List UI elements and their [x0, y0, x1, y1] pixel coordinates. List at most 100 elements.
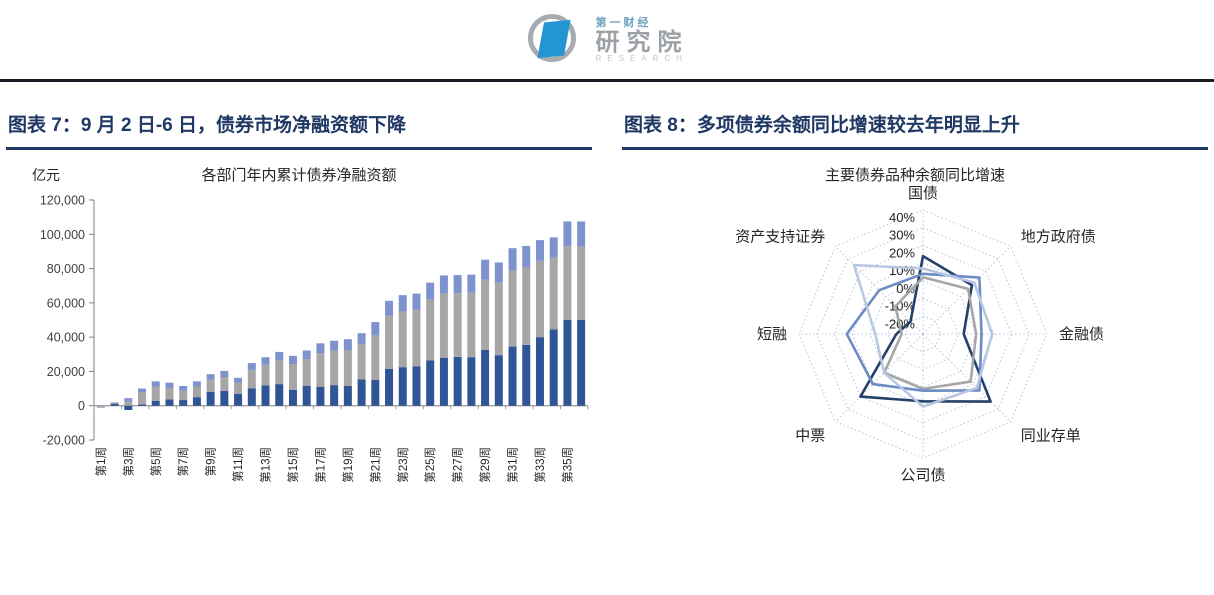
figure-7: 图表 7：9 月 2 日-6 日，债券市场净融资额下降 亿元 各部门年内累计债券…	[6, 108, 592, 496]
bar-segment	[371, 380, 380, 406]
y-axis-tick-label: 120,000	[40, 194, 85, 208]
bar-segment	[343, 339, 352, 350]
bar-segment	[179, 400, 188, 406]
figure-7-title: 图表 7：9 月 2 日-6 日，债券市场净融资额下降	[8, 115, 406, 136]
brand-sub-text: RESEARCH	[595, 54, 688, 64]
bar-segment	[138, 392, 147, 405]
bar-segment	[563, 246, 572, 320]
radar-category-label: 同业存单	[1021, 428, 1081, 445]
header-divider	[0, 79, 1214, 82]
bar-segment	[508, 248, 517, 271]
bar-segment	[206, 379, 215, 392]
bar-segment	[247, 388, 256, 406]
bar-segment	[261, 364, 270, 386]
figure-7-title-underline	[6, 147, 592, 150]
bar-segment	[110, 402, 119, 404]
bar-segment	[371, 322, 380, 336]
bar-segment	[357, 333, 366, 345]
bar-segment	[549, 329, 558, 406]
radar-category-label: 地方政府债	[1021, 228, 1096, 245]
radar-chart: 主要债券品种余额同比增速 40% 30% 20% 10% 0% -10% -20% 国债 地方政…	[622, 156, 1208, 496]
logo-circle-icon	[527, 14, 576, 62]
bar-segment	[288, 389, 297, 406]
bar-segment	[330, 350, 339, 386]
bar-segment	[508, 270, 517, 347]
figure-8-title-underline	[622, 147, 1208, 150]
radar-chart-title: 主要债券品种余额同比增速	[824, 167, 1005, 184]
radar-ring-label: 40%	[889, 210, 915, 225]
bar-segment	[165, 387, 174, 400]
y-axis-tick-label: 80,000	[47, 262, 85, 276]
bar-segment	[316, 343, 325, 354]
bar-segment	[426, 360, 435, 406]
radar-grid-spoke	[922, 245, 1012, 335]
bar-segment	[467, 357, 476, 406]
x-axis-tick-label: 第21周	[368, 447, 382, 483]
bar-segment	[124, 398, 133, 402]
bar-segment	[385, 315, 394, 369]
bar-segment	[494, 355, 503, 406]
yicai-logo: 第一财经 研究院 RESEARCH	[0, 8, 1214, 74]
bar-segment	[426, 299, 435, 361]
bar-segment	[412, 293, 421, 310]
radar-ring-label: 10%	[889, 263, 915, 278]
bar-segment	[110, 404, 119, 406]
logo-wordmark: 第一财经 研究院 RESEARCH	[596, 18, 689, 63]
bar-segment	[234, 393, 243, 406]
figure-8: 图表 8：多项债券余额同比增速较去年明显上升 主要债券品种余额同比增速 40% 3…	[622, 108, 1208, 496]
yicai-logo-icon	[526, 11, 586, 71]
bar-segment	[151, 386, 160, 401]
bar-chart: 亿元 各部门年内累计债券净融资额 120,000 100,000 80,000 60,…	[6, 156, 592, 496]
bar-segment	[192, 386, 201, 398]
y-axis-tick-label: 0	[78, 399, 85, 413]
bar-segment	[577, 221, 586, 247]
bar-segment	[453, 275, 462, 294]
bar-segment	[371, 335, 380, 380]
x-axis-tick-label: 第35周	[560, 447, 574, 483]
y-axis-tick-label: 60,000	[47, 296, 85, 310]
bar-segment	[124, 405, 133, 410]
bar-segment	[563, 221, 572, 247]
radar-grid-spoke	[834, 333, 924, 423]
x-axis-tick-label: 第19周	[341, 447, 355, 483]
bar-segment	[549, 257, 558, 330]
x-axis-tick-label: 第3周	[121, 447, 135, 476]
bar-segment	[261, 357, 270, 365]
bar-segment	[412, 366, 421, 406]
bar-segment	[522, 344, 531, 406]
radar-grid-spoke	[922, 333, 1012, 423]
bar-chart-svg: 120,000 100,000 80,000 60,000 40,000 20,000 0 -…	[40, 194, 589, 483]
bar-segment	[138, 404, 147, 406]
bar-segment	[481, 259, 490, 280]
bar-segment	[151, 381, 160, 387]
bar-segment	[96, 405, 105, 408]
bar-segment	[494, 282, 503, 356]
radar-grid-ring	[887, 298, 959, 370]
bar-segment	[316, 386, 325, 406]
bar-segment	[577, 246, 586, 320]
bar-segment	[439, 275, 448, 294]
bar-segment	[206, 374, 215, 380]
x-axis-tick-label: 第9周	[204, 447, 218, 476]
bar-segment	[467, 292, 476, 358]
bar-segment	[398, 367, 407, 406]
bar-segment	[508, 346, 517, 406]
bar-segment	[192, 381, 201, 387]
radar-series-2021	[852, 263, 994, 408]
bar-segment	[330, 340, 339, 351]
radar-chart-svg: 40%30%20%10%0%-10%-20%国债地方政府债金融债同业存单公司债中…	[735, 185, 1104, 484]
bar-segment	[275, 360, 284, 385]
bar-segment	[179, 386, 188, 391]
radar-category-label: 中票	[795, 428, 825, 445]
bar-segment	[481, 350, 490, 406]
radar-ring-label: 20%	[889, 245, 915, 260]
bar-segment	[138, 388, 147, 392]
x-axis-tick-label: 第5周	[149, 447, 163, 476]
bar-segment	[220, 377, 229, 391]
x-axis-tick-label: 第31周	[506, 447, 520, 483]
bar-segment	[385, 368, 394, 406]
bar-segment	[261, 385, 270, 406]
bar-segment	[151, 400, 160, 406]
x-axis-tick-label: 第1周	[94, 447, 108, 476]
bar-segment	[535, 240, 544, 261]
